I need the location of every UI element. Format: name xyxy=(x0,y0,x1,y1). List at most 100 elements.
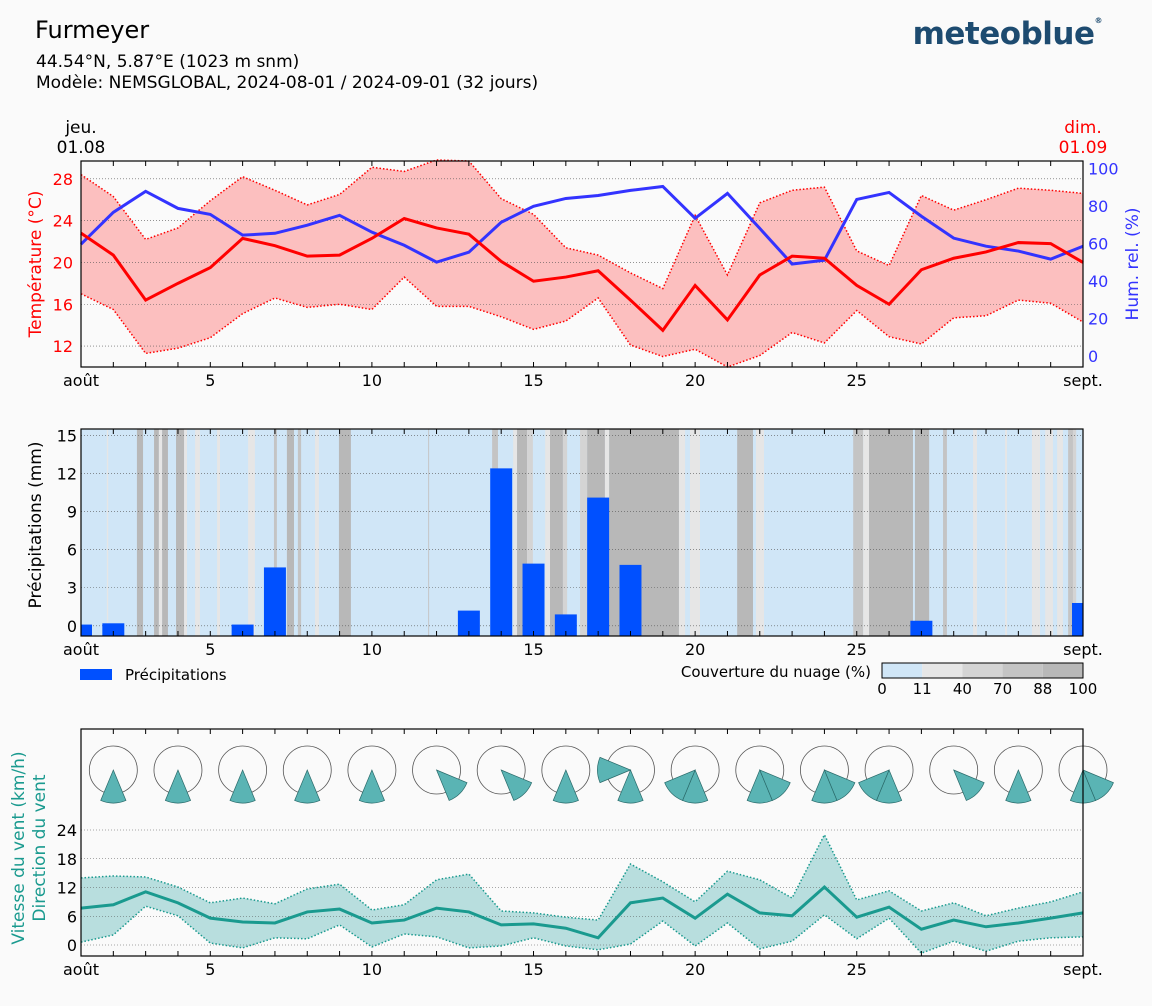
meteoblue-logo: meteoblue® xyxy=(912,16,1103,52)
cloud-cover-segment xyxy=(678,429,686,636)
wind-rose xyxy=(347,745,397,804)
humidity-tick-label: 100 xyxy=(1088,159,1119,178)
wind-rose xyxy=(800,745,856,804)
wind-direction-sector xyxy=(597,756,632,784)
cloud-cover-segment xyxy=(517,429,528,636)
cloud-cover-segment xyxy=(1031,429,1041,636)
wind-direction-sector xyxy=(229,769,256,804)
cloud-cover-segment xyxy=(106,429,109,636)
wind-direction-sector xyxy=(294,769,321,804)
wind-direction-sector xyxy=(552,769,579,804)
cloud-cover-segment xyxy=(184,429,188,636)
precip-bar xyxy=(619,564,642,636)
start-date: 01.08 xyxy=(57,138,106,158)
cloud-cover-segment xyxy=(195,429,200,636)
temp-mean-line xyxy=(80,216,1084,333)
wind-direction-sector xyxy=(358,769,385,804)
precip-bar xyxy=(457,610,480,636)
precip-bar xyxy=(910,620,933,636)
x-tick-label: 10 xyxy=(362,640,382,659)
cloud-cover-segment xyxy=(550,429,563,636)
wind-direction-axis-label: Direction du vent xyxy=(30,774,50,921)
wind-tick-label: 18 xyxy=(57,850,77,869)
x-tick-label: 20 xyxy=(685,371,705,390)
cloud-cover-segment xyxy=(869,429,913,636)
wind-min-line xyxy=(80,905,1084,955)
x-tick-label: 15 xyxy=(523,640,543,659)
cloud-legend-swatch xyxy=(882,663,923,678)
precip-bar xyxy=(81,624,92,636)
wind-rose xyxy=(88,745,138,804)
x-tick-label: 15 xyxy=(523,371,543,390)
x-tick-label: 25 xyxy=(847,640,867,659)
wind-direction-sector xyxy=(953,769,985,801)
wind-direction-sector xyxy=(164,769,192,804)
plot-frame xyxy=(80,428,1084,637)
precip-bar xyxy=(522,563,545,636)
wind-direction-sector xyxy=(1082,769,1114,801)
temperature-range-band xyxy=(81,159,1083,367)
wind-mean-line xyxy=(80,884,1084,940)
cloud-cover-segment xyxy=(1005,429,1008,636)
wind-direction-sector xyxy=(100,769,127,804)
wind-rose xyxy=(858,745,914,804)
x-tick-label: 25 xyxy=(847,960,867,979)
cloud-cover-segment xyxy=(562,429,568,636)
wind-rose xyxy=(597,745,655,804)
x-tick-label: 15 xyxy=(523,960,543,979)
temp-tick-label: 28 xyxy=(53,170,73,189)
wind-rose-circle xyxy=(929,745,979,795)
cloud-cover-segment xyxy=(154,429,159,636)
wind-rose xyxy=(993,745,1043,804)
precip-tick-label: 12 xyxy=(57,464,77,483)
precip-bar xyxy=(587,497,610,636)
cloud-cover-segment xyxy=(1057,429,1063,636)
cloud-cover-segment xyxy=(973,429,977,636)
wind-rose-circle xyxy=(412,745,461,795)
wind-direction-sector xyxy=(435,769,468,801)
wind-rose xyxy=(929,745,985,801)
cloud-legend-swatch xyxy=(922,663,963,678)
temp-max-line xyxy=(80,159,1084,290)
plot-frame xyxy=(80,160,1084,368)
precip-tick-label: 0 xyxy=(67,617,77,636)
cloud-cover-segment xyxy=(428,429,430,636)
precip-bar xyxy=(231,624,254,636)
cloud-cover-segment xyxy=(1072,429,1077,636)
cloud-legend-tick: 0 xyxy=(877,680,887,698)
cloud-cover-segment xyxy=(853,429,864,636)
wind-rose xyxy=(735,745,791,804)
precip-bar xyxy=(1072,602,1083,636)
wind-tick-label: 0 xyxy=(67,936,77,955)
precip-legend-swatch xyxy=(80,669,112,680)
precip-bar xyxy=(554,614,577,636)
cloud-cover-segment xyxy=(527,429,533,636)
temp-min-line xyxy=(80,276,1084,368)
precip-tick-label: 15 xyxy=(57,426,77,445)
cloud-cover-segment xyxy=(737,429,753,636)
wind-direction-sector xyxy=(759,769,791,801)
precip-tick-label: 6 xyxy=(67,541,77,560)
cloud-legend-frame xyxy=(881,662,1084,679)
cloud-legend-swatch xyxy=(1002,663,1043,678)
temp-tick-label: 20 xyxy=(53,253,73,272)
cloud-cover-segment xyxy=(158,429,163,636)
wind-range-band xyxy=(81,834,1083,954)
x-tick-label: sept. xyxy=(1063,640,1103,659)
x-tick-label: 5 xyxy=(205,371,215,390)
wind-direction-sector xyxy=(500,769,533,801)
x-tick-label: août xyxy=(63,960,99,979)
cloud-cover-segment xyxy=(689,429,700,636)
cloud-cover-segment xyxy=(217,429,220,636)
x-tick-label: 25 xyxy=(847,371,867,390)
temp-tick-label: 12 xyxy=(53,337,73,356)
cloud-legend-tick: 40 xyxy=(953,680,972,698)
cloud-cover-segment xyxy=(248,429,255,636)
x-tick-label: sept. xyxy=(1063,371,1103,390)
location-title: Furmeyer xyxy=(35,16,150,44)
logo-text: meteoblue xyxy=(912,16,1095,52)
wind-rose xyxy=(218,745,268,804)
x-tick-label: 5 xyxy=(205,640,215,659)
